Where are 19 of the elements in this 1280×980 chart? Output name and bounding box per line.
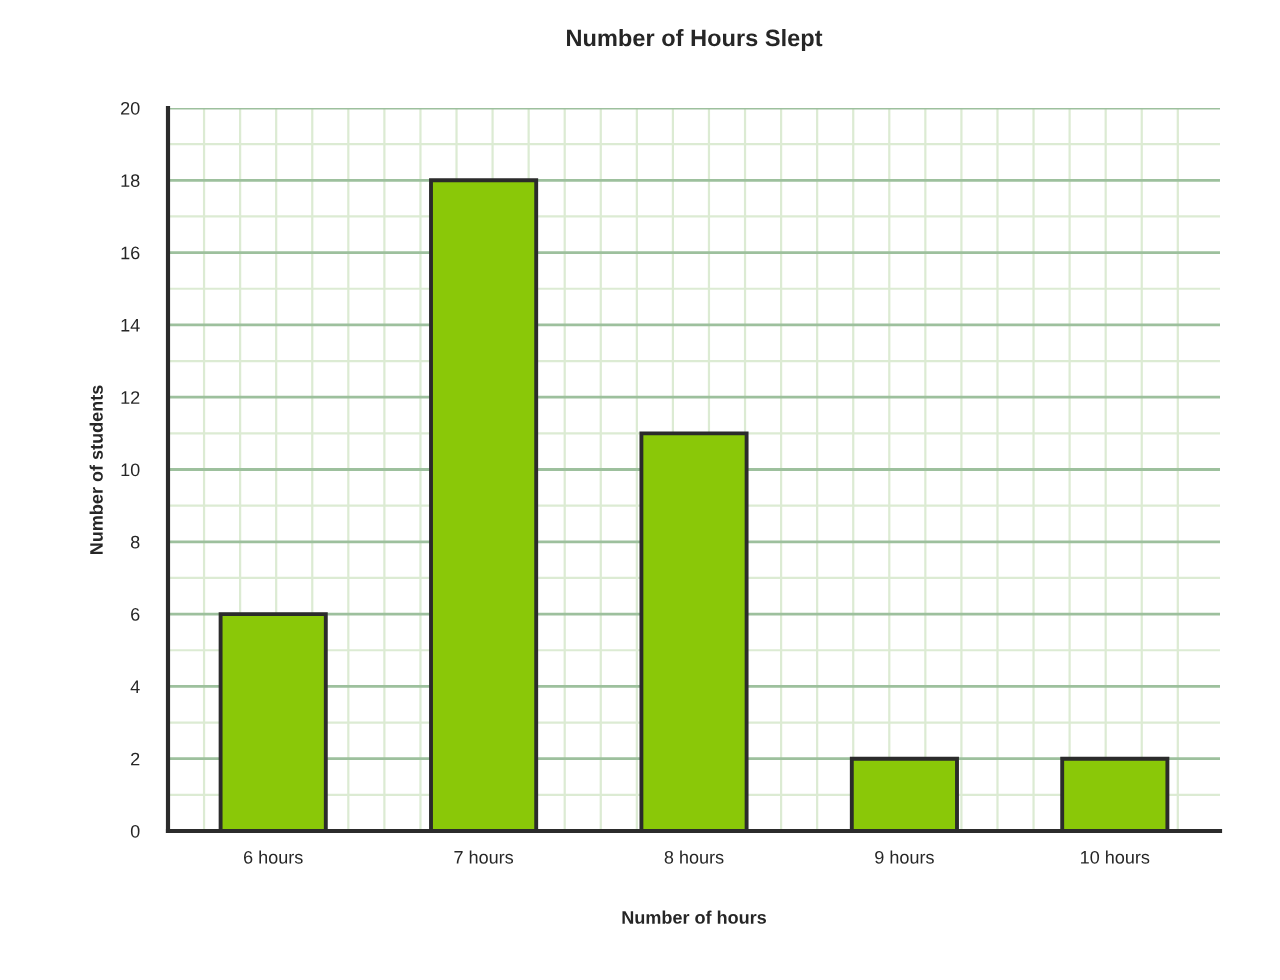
x-tick-label: 9 hours — [875, 850, 934, 864]
y-tick-label: 0 — [130, 824, 140, 838]
y-tick-label: 18 — [121, 174, 140, 188]
y-tick-label: 10 — [121, 463, 140, 477]
y-tick-label: 8 — [130, 535, 140, 549]
chart-title: Number of Hours Slept — [567, 29, 823, 51]
y-tick-label: 20 — [121, 101, 140, 115]
y-tick-label: 4 — [130, 680, 140, 693]
y-tick-label: 6 — [131, 608, 140, 621]
x-tick-label: 7 hours — [454, 850, 514, 864]
y-tick-label: 2 — [131, 752, 140, 766]
y-axis-title: Number of students — [89, 385, 103, 555]
x-tick-label: 10 hours — [1081, 850, 1150, 864]
x-tick-label: 8 hours — [664, 850, 724, 864]
y-tick-label: 14 — [121, 319, 140, 332]
y-tick-label: 16 — [121, 246, 140, 260]
x-tick-label: 6 hours — [244, 850, 303, 864]
x-axis-title: Number of hours — [622, 910, 766, 924]
y-tick-label: 12 — [121, 391, 140, 404]
